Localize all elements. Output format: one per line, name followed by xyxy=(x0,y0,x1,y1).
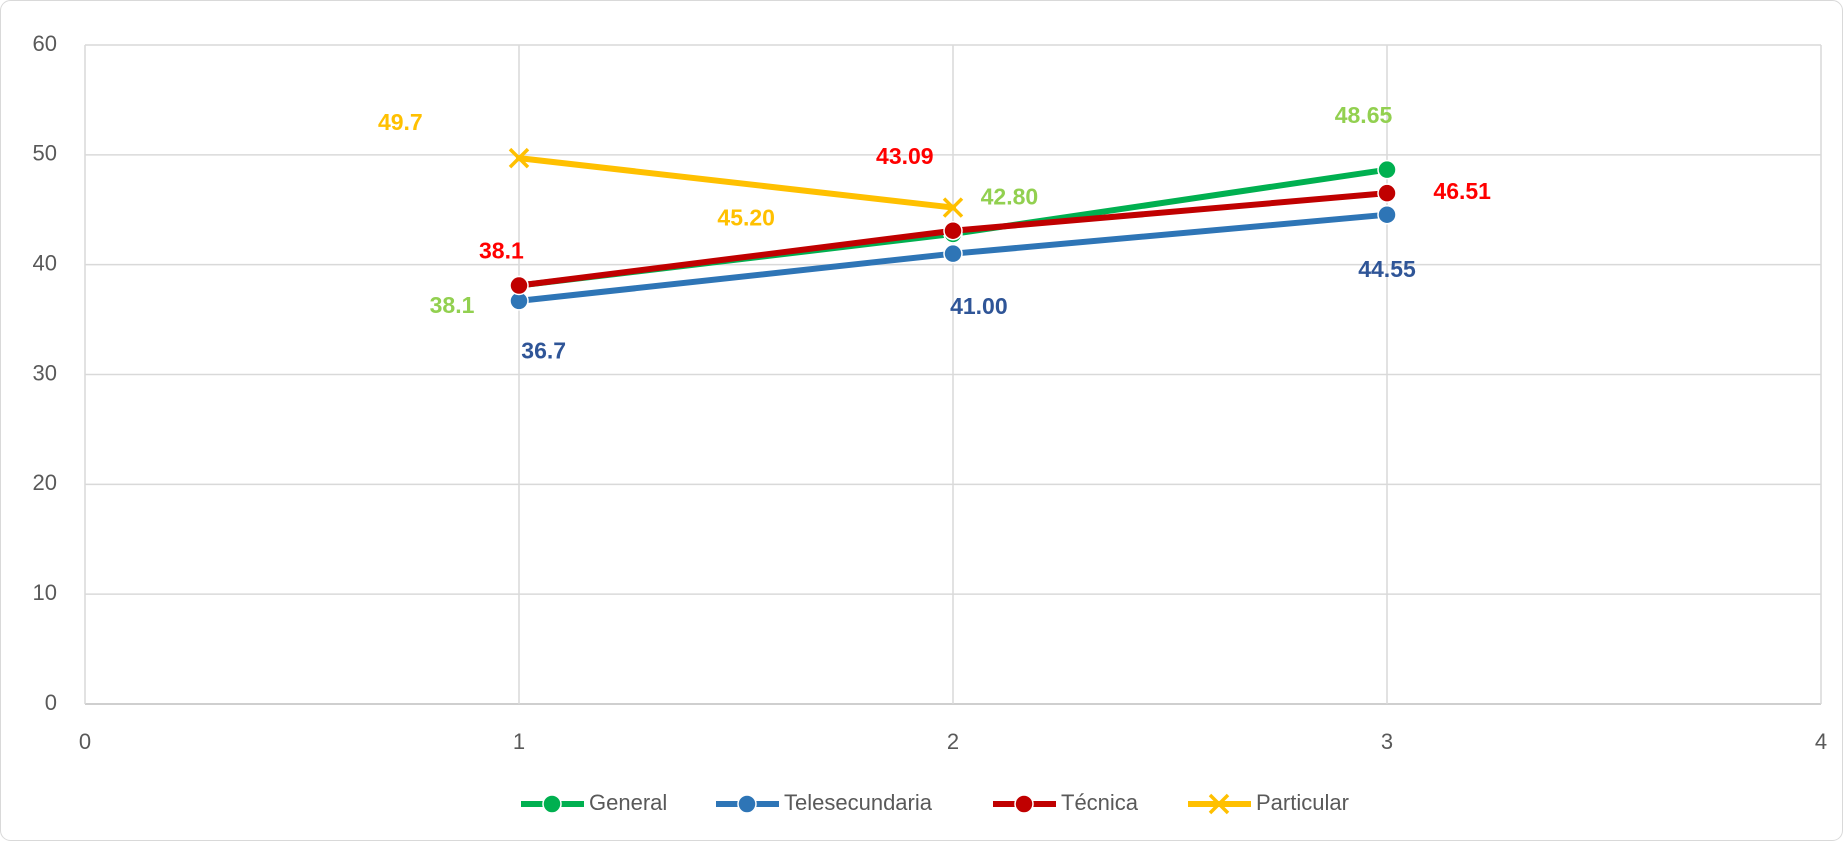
series-line xyxy=(516,155,956,211)
data-label: 42.80 xyxy=(981,184,1039,210)
x-tick-label: 1 xyxy=(513,729,525,754)
legend-marker xyxy=(737,794,757,814)
legend-marker xyxy=(1014,794,1034,814)
y-tick-label: 60 xyxy=(33,31,57,56)
y-tick-label: 10 xyxy=(33,580,57,605)
y-tick-label: 0 xyxy=(45,690,57,715)
point-marker xyxy=(509,275,529,296)
legend-label: Técnica xyxy=(1061,790,1139,815)
data-label: 38.1 xyxy=(479,238,524,264)
data-label: 49.7 xyxy=(378,109,423,135)
data-label: 38.1 xyxy=(430,292,475,318)
y-tick-label: 50 xyxy=(33,141,57,166)
point-marker xyxy=(943,243,963,264)
data-label: 36.7 xyxy=(521,338,566,364)
data-label: 41.00 xyxy=(950,293,1008,319)
data-label: 46.51 xyxy=(1433,178,1491,204)
x-tick-label: 2 xyxy=(947,729,959,754)
x-tick-label: 4 xyxy=(1815,729,1827,754)
point-marker xyxy=(943,220,963,241)
y-tick-label: 20 xyxy=(33,470,57,495)
data-label: 43.09 xyxy=(876,143,934,169)
data-label: 44.55 xyxy=(1358,256,1416,282)
y-tick-label: 30 xyxy=(33,360,57,385)
point-marker xyxy=(1377,159,1397,180)
legend-label: Telesecundaria xyxy=(784,790,933,815)
point-marker xyxy=(508,147,530,169)
point-marker xyxy=(1377,183,1397,203)
legend-marker xyxy=(1208,793,1230,815)
x-tick-label: 3 xyxy=(1381,729,1393,754)
legend-label: Particular xyxy=(1256,790,1349,815)
x-tick-label: 0 xyxy=(79,729,91,754)
legend-label: General xyxy=(589,790,667,815)
legend-marker xyxy=(542,794,562,814)
point-marker xyxy=(942,197,964,218)
point-marker xyxy=(1377,204,1397,225)
y-tick-label: 40 xyxy=(33,250,57,275)
data-label: 45.20 xyxy=(717,204,775,230)
data-label: 48.65 xyxy=(1335,102,1393,128)
